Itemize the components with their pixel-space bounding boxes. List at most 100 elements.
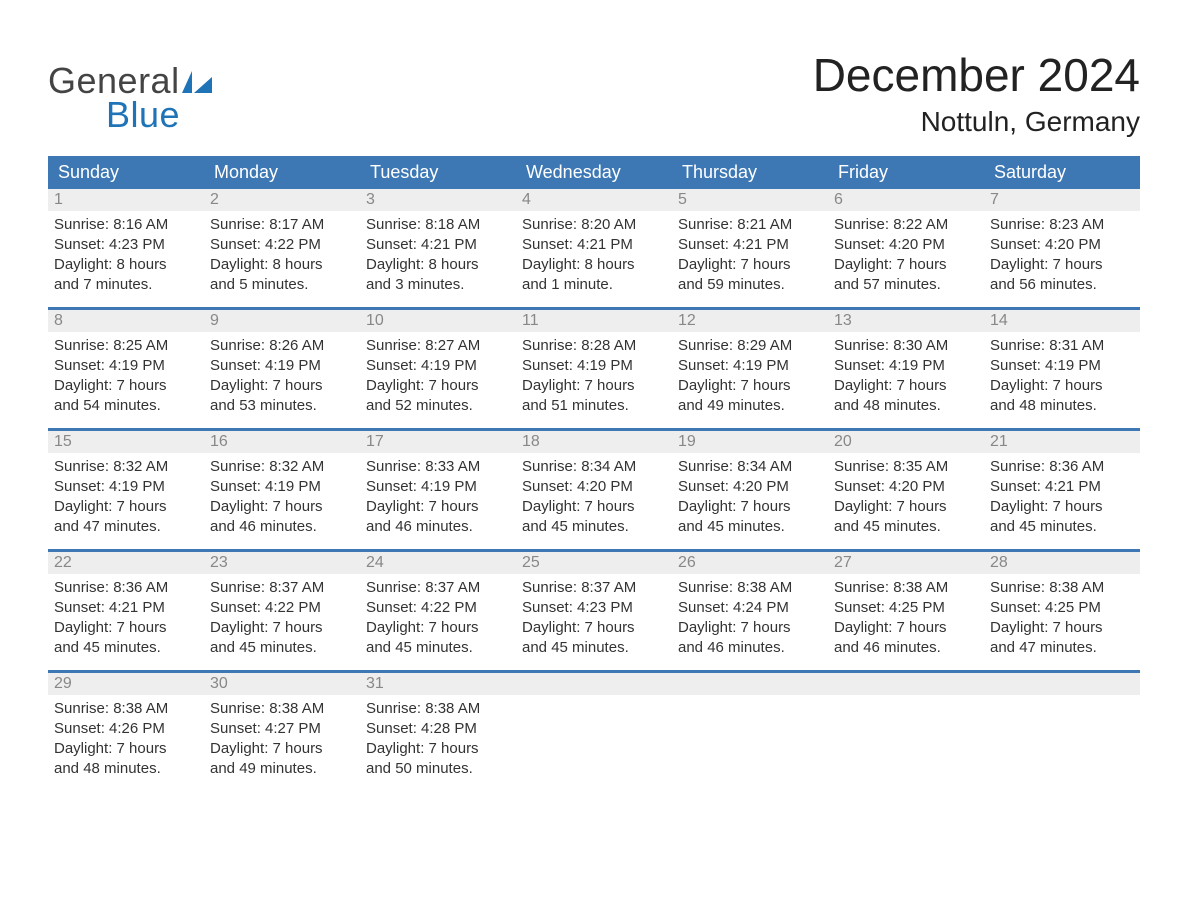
day-body-row: Sunrise: 8:38 AMSunset: 4:26 PMDaylight:… [48, 695, 1140, 779]
day-cell: Sunrise: 8:21 AMSunset: 4:21 PMDaylight:… [672, 211, 828, 295]
day-cell: Sunrise: 8:38 AMSunset: 4:27 PMDaylight:… [204, 695, 360, 779]
day-number-row: 293031 [48, 673, 1140, 695]
day-number-row: 15161718192021 [48, 431, 1140, 453]
logo: General Blue [48, 60, 216, 136]
day-cell: Sunrise: 8:34 AMSunset: 4:20 PMDaylight:… [672, 453, 828, 537]
day-sunset-text: Sunset: 4:20 PM [990, 235, 1134, 255]
day-body-row: Sunrise: 8:16 AMSunset: 4:23 PMDaylight:… [48, 211, 1140, 295]
day-cell [984, 695, 1140, 779]
day-day2-text: and 3 minutes. [366, 275, 510, 295]
calendar-page: General Blue December 2024 Nottuln, Germ… [0, 0, 1188, 839]
day-day1-text: Daylight: 8 hours [210, 255, 354, 275]
title-block: December 2024 Nottuln, Germany [813, 48, 1140, 138]
day-sunrise-text: Sunrise: 8:25 AM [54, 336, 198, 356]
day-header-cell: Tuesday [360, 156, 516, 189]
day-cell: Sunrise: 8:22 AMSunset: 4:20 PMDaylight:… [828, 211, 984, 295]
day-day1-text: Daylight: 7 hours [678, 376, 822, 396]
day-number-cell: 30 [204, 673, 360, 695]
day-number-cell: 6 [828, 189, 984, 211]
day-header-cell: Friday [828, 156, 984, 189]
month-title: December 2024 [813, 48, 1140, 102]
day-day2-text: and 45 minutes. [522, 638, 666, 658]
day-number-cell: 9 [204, 310, 360, 332]
day-day2-text: and 45 minutes. [678, 517, 822, 537]
day-sunrise-text: Sunrise: 8:28 AM [522, 336, 666, 356]
day-day2-text: and 46 minutes. [678, 638, 822, 658]
day-day2-text: and 5 minutes. [210, 275, 354, 295]
day-cell: Sunrise: 8:37 AMSunset: 4:22 PMDaylight:… [204, 574, 360, 658]
day-sunset-text: Sunset: 4:28 PM [366, 719, 510, 739]
day-number-cell [828, 673, 984, 695]
day-sunrise-text: Sunrise: 8:37 AM [522, 578, 666, 598]
day-sunset-text: Sunset: 4:21 PM [990, 477, 1134, 497]
day-cell: Sunrise: 8:32 AMSunset: 4:19 PMDaylight:… [48, 453, 204, 537]
day-cell: Sunrise: 8:38 AMSunset: 4:26 PMDaylight:… [48, 695, 204, 779]
day-header-cell: Saturday [984, 156, 1140, 189]
day-cell: Sunrise: 8:38 AMSunset: 4:24 PMDaylight:… [672, 574, 828, 658]
day-body-row: Sunrise: 8:32 AMSunset: 4:19 PMDaylight:… [48, 453, 1140, 537]
day-number-cell: 10 [360, 310, 516, 332]
day-cell: Sunrise: 8:33 AMSunset: 4:19 PMDaylight:… [360, 453, 516, 537]
day-day2-text: and 52 minutes. [366, 396, 510, 416]
day-day1-text: Daylight: 7 hours [366, 497, 510, 517]
day-day1-text: Daylight: 7 hours [54, 497, 198, 517]
day-sunrise-text: Sunrise: 8:34 AM [522, 457, 666, 477]
day-sunrise-text: Sunrise: 8:38 AM [990, 578, 1134, 598]
day-number-cell: 14 [984, 310, 1140, 332]
day-cell: Sunrise: 8:36 AMSunset: 4:21 PMDaylight:… [984, 453, 1140, 537]
day-sunrise-text: Sunrise: 8:33 AM [366, 457, 510, 477]
day-cell: Sunrise: 8:37 AMSunset: 4:22 PMDaylight:… [360, 574, 516, 658]
day-sunset-text: Sunset: 4:20 PM [834, 477, 978, 497]
day-sunrise-text: Sunrise: 8:18 AM [366, 215, 510, 235]
day-sunrise-text: Sunrise: 8:38 AM [54, 699, 198, 719]
day-sunset-text: Sunset: 4:20 PM [678, 477, 822, 497]
day-number-cell: 16 [204, 431, 360, 453]
day-cell [672, 695, 828, 779]
day-number-cell: 17 [360, 431, 516, 453]
day-sunset-text: Sunset: 4:19 PM [366, 356, 510, 376]
day-day1-text: Daylight: 7 hours [834, 255, 978, 275]
day-number-cell: 12 [672, 310, 828, 332]
day-day2-text: and 51 minutes. [522, 396, 666, 416]
day-sunset-text: Sunset: 4:23 PM [54, 235, 198, 255]
day-number-cell [984, 673, 1140, 695]
day-sunrise-text: Sunrise: 8:38 AM [678, 578, 822, 598]
day-day2-text: and 47 minutes. [990, 638, 1134, 658]
day-sunrise-text: Sunrise: 8:38 AM [210, 699, 354, 719]
day-sunset-text: Sunset: 4:27 PM [210, 719, 354, 739]
day-day1-text: Daylight: 8 hours [366, 255, 510, 275]
day-day2-text: and 47 minutes. [54, 517, 198, 537]
day-sunrise-text: Sunrise: 8:36 AM [990, 457, 1134, 477]
day-cell: Sunrise: 8:34 AMSunset: 4:20 PMDaylight:… [516, 453, 672, 537]
day-sunset-text: Sunset: 4:25 PM [990, 598, 1134, 618]
day-number-cell: 5 [672, 189, 828, 211]
day-cell: Sunrise: 8:23 AMSunset: 4:20 PMDaylight:… [984, 211, 1140, 295]
day-number-cell: 22 [48, 552, 204, 574]
day-sunrise-text: Sunrise: 8:38 AM [834, 578, 978, 598]
day-sunset-text: Sunset: 4:19 PM [54, 356, 198, 376]
day-day2-text: and 54 minutes. [54, 396, 198, 416]
day-day1-text: Daylight: 7 hours [366, 618, 510, 638]
day-number-cell: 27 [828, 552, 984, 574]
day-number-cell: 20 [828, 431, 984, 453]
day-number-row: 22232425262728 [48, 552, 1140, 574]
day-day2-text: and 48 minutes. [834, 396, 978, 416]
day-number-cell: 28 [984, 552, 1140, 574]
day-day1-text: Daylight: 7 hours [834, 497, 978, 517]
day-day1-text: Daylight: 7 hours [990, 618, 1134, 638]
day-sunset-text: Sunset: 4:25 PM [834, 598, 978, 618]
day-sunrise-text: Sunrise: 8:27 AM [366, 336, 510, 356]
day-number-row: 891011121314 [48, 310, 1140, 332]
day-day1-text: Daylight: 7 hours [210, 497, 354, 517]
day-cell: Sunrise: 8:28 AMSunset: 4:19 PMDaylight:… [516, 332, 672, 416]
day-number-cell: 7 [984, 189, 1140, 211]
day-day1-text: Daylight: 7 hours [366, 739, 510, 759]
day-sunset-text: Sunset: 4:19 PM [210, 356, 354, 376]
day-day1-text: Daylight: 7 hours [54, 376, 198, 396]
day-day2-text: and 49 minutes. [678, 396, 822, 416]
day-sunrise-text: Sunrise: 8:38 AM [366, 699, 510, 719]
week-row: 1234567Sunrise: 8:16 AMSunset: 4:23 PMDa… [48, 189, 1140, 295]
day-sunset-text: Sunset: 4:19 PM [678, 356, 822, 376]
day-sunrise-text: Sunrise: 8:30 AM [834, 336, 978, 356]
day-sunrise-text: Sunrise: 8:31 AM [990, 336, 1134, 356]
